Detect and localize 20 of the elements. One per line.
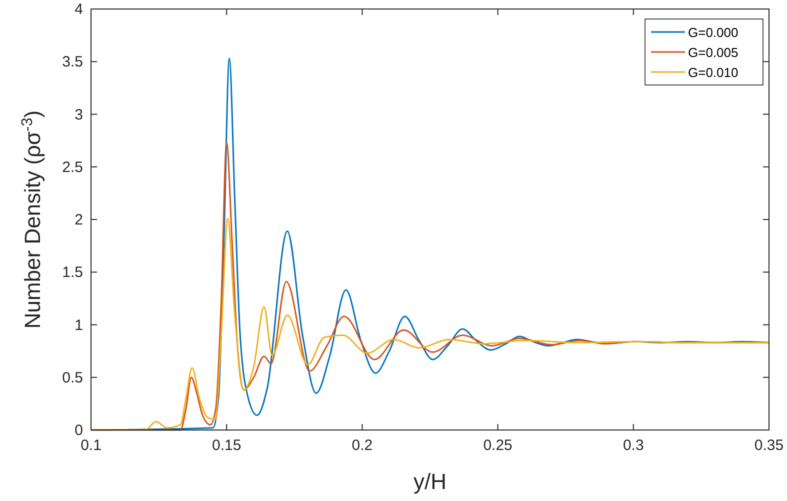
- x-tick-label: 0.3: [622, 437, 644, 454]
- legend-label: G=0.005: [688, 45, 738, 60]
- x-tick-label: 0.1: [80, 437, 102, 454]
- y-tick-label: 2.5: [62, 158, 83, 176]
- x-tick-label: 0.25: [483, 437, 512, 454]
- y-tick-label: 3.5: [62, 54, 83, 71]
- y-tick-label: 1.5: [62, 264, 83, 282]
- y-tick-label: 0.5: [62, 369, 83, 386]
- line-series: [90, 218, 770, 431]
- x-tick-label: 0.15: [212, 437, 242, 454]
- y-tick-label: 1: [74, 316, 83, 334]
- y-tick-label: 3: [74, 106, 83, 124]
- y-tick-label: 2: [74, 212, 83, 228]
- x-tick-label: 0.2: [352, 437, 373, 454]
- x-axis-title: y/H: [414, 469, 446, 494]
- legend-label: G=0.010: [688, 65, 738, 80]
- x-tick-label: 0.35: [754, 437, 784, 454]
- legend-label: G=0.000: [688, 25, 738, 40]
- y-tick-label: 4: [74, 1, 83, 18]
- y-tick-label: 0: [74, 422, 83, 439]
